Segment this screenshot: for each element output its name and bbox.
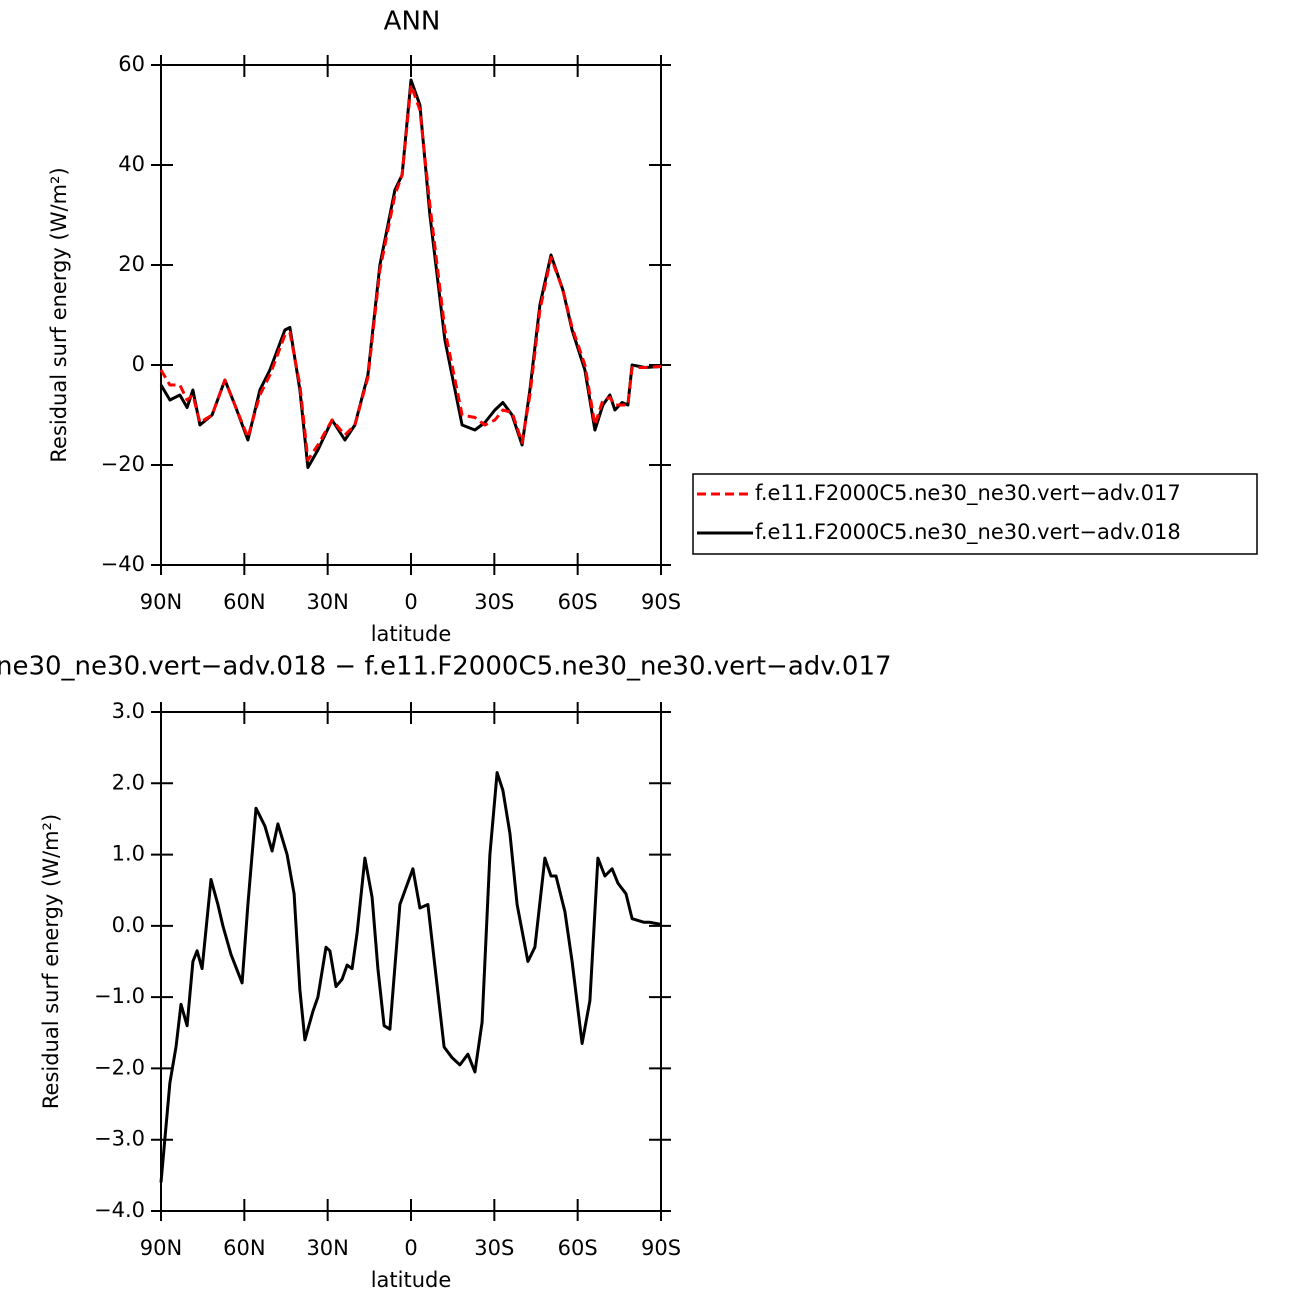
data-line xyxy=(159,78,662,469)
y-axis-label: Residual surf energy (W/m²) xyxy=(47,167,71,462)
x-tick-label: 30N xyxy=(306,590,348,614)
legend-label: f.e11.F2000C5.ne30_ne30.vert−adv.018 xyxy=(755,520,1181,545)
x-tick-label: 90N xyxy=(140,1236,182,1260)
plot-frame xyxy=(160,64,662,566)
y-tick-label: 3.0 xyxy=(112,699,145,723)
y-tick-label: 1.0 xyxy=(112,842,145,866)
legend-label: f.e11.F2000C5.ne30_ne30.vert−adv.017 xyxy=(755,481,1181,506)
x-tick-label: 90S xyxy=(641,590,681,614)
x-tick-label: 90S xyxy=(641,1236,681,1260)
y-tick-label: 20 xyxy=(118,252,145,276)
y-tick-label: 2.0 xyxy=(112,770,145,794)
x-tick-label: 60S xyxy=(558,1236,598,1260)
x-tick-label: 0 xyxy=(404,1236,417,1260)
data-line xyxy=(159,771,662,1183)
y-tick-label: 60 xyxy=(118,52,145,76)
x-tick-label: 60N xyxy=(223,1236,265,1260)
plot-frame xyxy=(160,711,662,1212)
chart-title: ne30_ne30.vert−adv.018 − f.e11.F2000C5.n… xyxy=(0,652,892,682)
legend-box xyxy=(692,473,1258,555)
y-tick-label: −40 xyxy=(101,552,145,576)
x-axis-label: latitude xyxy=(371,1268,452,1292)
y-axis-label: Residual surf energy (W/m²) xyxy=(39,814,63,1109)
x-tick-label: 0 xyxy=(404,590,417,614)
x-tick-label: 30N xyxy=(306,1236,348,1260)
y-tick-label: 0 xyxy=(132,352,145,376)
y-tick-label: −20 xyxy=(101,452,145,476)
x-tick-label: 60S xyxy=(558,590,598,614)
data-line xyxy=(159,83,662,462)
y-tick-label: −4.0 xyxy=(94,1198,145,1222)
y-tick-label: 0.0 xyxy=(112,913,145,937)
x-tick-label: 90N xyxy=(140,590,182,614)
x-tick-label: 30S xyxy=(474,1236,514,1260)
x-axis-label: latitude xyxy=(371,622,452,646)
x-tick-label: 30S xyxy=(474,590,514,614)
y-tick-label: −1.0 xyxy=(94,984,145,1008)
chart-title: ANN xyxy=(384,7,441,37)
y-tick-label: 40 xyxy=(118,152,145,176)
y-tick-label: −3.0 xyxy=(94,1127,145,1151)
x-tick-label: 60N xyxy=(223,590,265,614)
y-tick-label: −2.0 xyxy=(94,1055,145,1079)
